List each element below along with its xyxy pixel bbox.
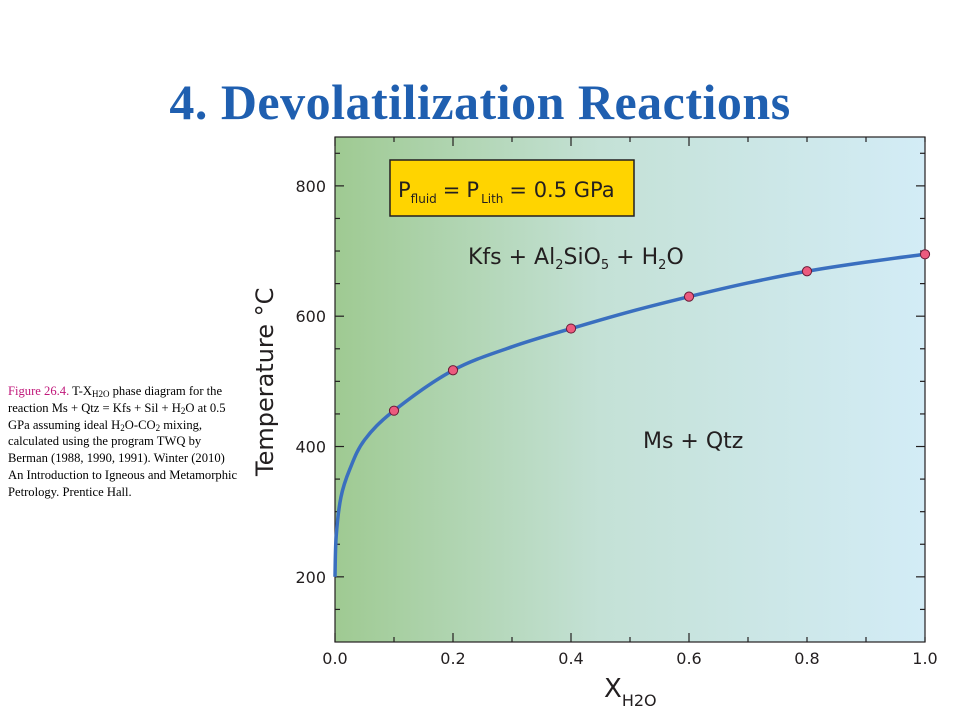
field-label-upper: Kfs + Al2SiO5 + H2O <box>468 245 684 273</box>
x-tick-label: 0.2 <box>440 649 465 668</box>
axis-ticks <box>334 137 926 642</box>
data-point <box>447 365 459 376</box>
y-tick-label: 200 <box>295 568 326 587</box>
reaction-curve <box>333 252 926 577</box>
figure-caption: Figure 26.4. T-XH2O phase diagram for th… <box>8 383 240 501</box>
data-point <box>801 266 813 277</box>
data-point <box>919 249 931 260</box>
data-point <box>683 291 695 302</box>
y-tick-label: 600 <box>295 307 326 326</box>
caption-text-a: phase diagram for the reaction Ms + Qtz … <box>8 384 223 415</box>
x-axis-title: XH2O <box>604 674 657 710</box>
axis-tick-labels: 0.0 0.2 0.4 0.6 0.8 1.0 200 400 600 800 <box>295 177 937 668</box>
caption-sub-2c: 2 <box>155 422 161 433</box>
data-point <box>388 405 400 416</box>
x-tick-label: 0.6 <box>676 649 701 668</box>
caption-text-b: O at 0.5 GPa assuming ideal H <box>8 400 226 432</box>
caption-text-d: mixing, calculated using the program TWQ… <box>8 417 238 499</box>
caption-sub-2a: 2 <box>180 405 186 416</box>
caption-sub-2b: 2 <box>120 422 125 433</box>
x-tick-label: 0.4 <box>558 649 583 668</box>
slide-title: 4. Devolatilization Reactions <box>169 73 791 130</box>
plot-background <box>334 136 926 643</box>
y-tick-label: 400 <box>295 438 326 457</box>
y-axis-title: Temperature °C <box>251 288 279 477</box>
field-label-lower: Ms + Qtz <box>643 429 743 454</box>
pressure-label: Pfluid = P Lith = 0.5 GPa <box>398 178 615 206</box>
caption-text-t: T-X <box>69 384 92 398</box>
x-tick-label: 0.0 <box>322 649 347 668</box>
x-tick-label: 0.8 <box>794 649 819 668</box>
x-tick-label: 1.0 <box>912 649 937 668</box>
figure-label: Figure 26.4. <box>8 384 70 398</box>
data-points <box>388 249 931 416</box>
pressure-box <box>389 159 635 217</box>
caption-text-c: O-CO <box>124 417 156 432</box>
caption-sub-h2o: H2O <box>91 389 110 399</box>
data-point <box>565 323 577 334</box>
y-tick-label: 800 <box>295 177 326 196</box>
